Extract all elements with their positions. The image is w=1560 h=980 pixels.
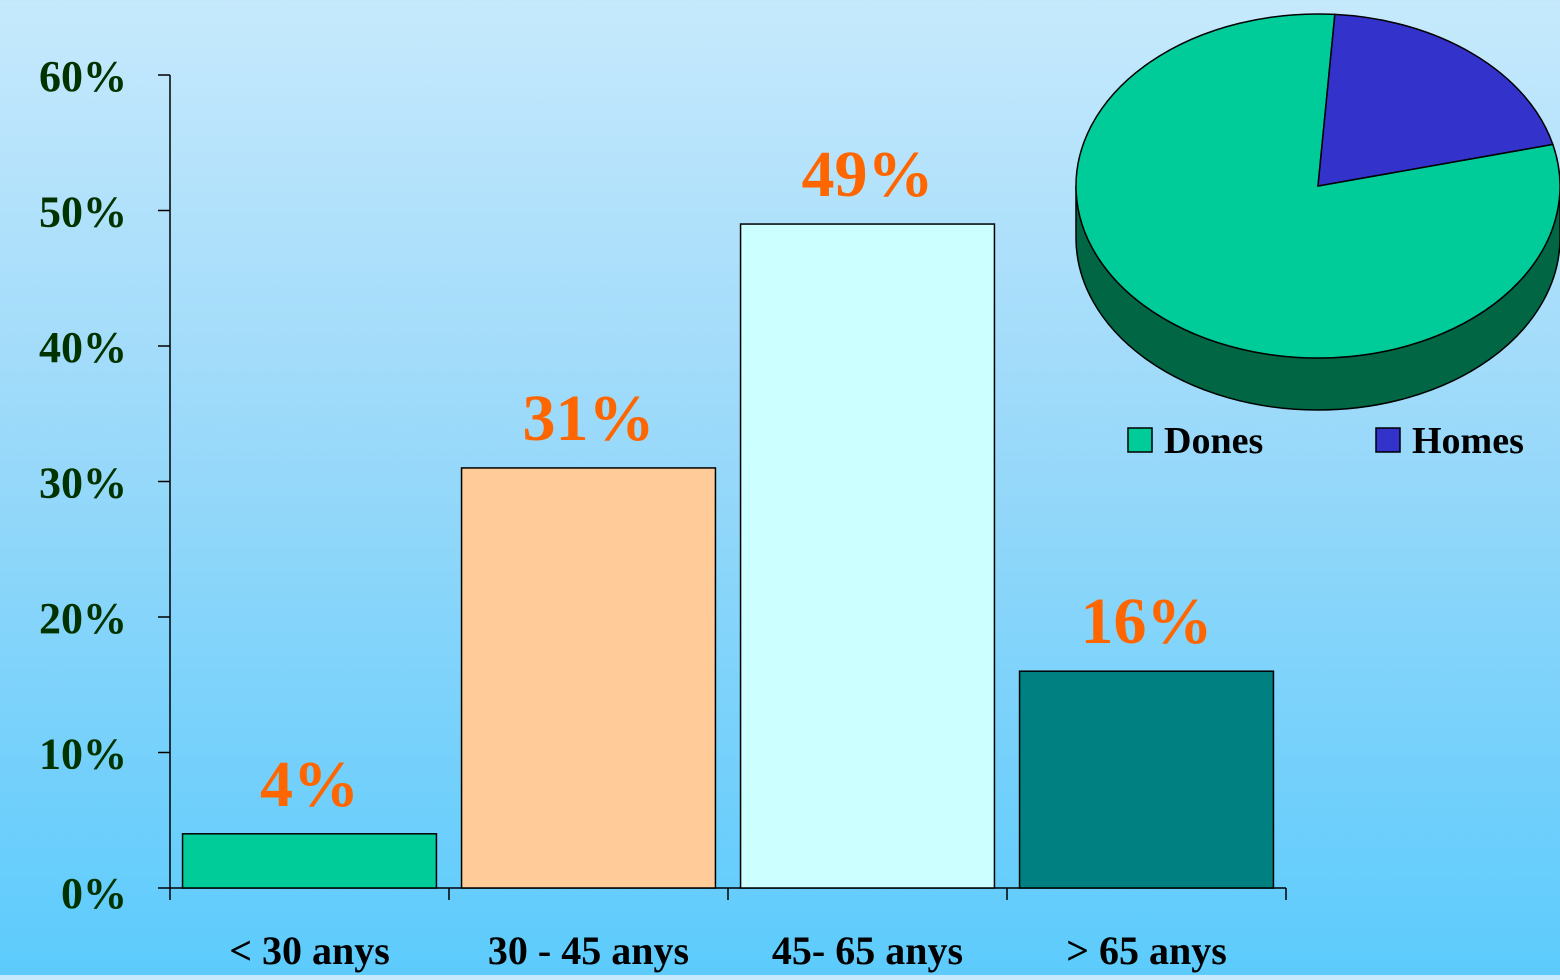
- y-tick-label: 30%: [39, 459, 127, 508]
- y-tick-label: 10%: [39, 730, 127, 779]
- legend-swatch: [1375, 427, 1401, 453]
- bar-data-label: 16%: [1081, 585, 1213, 658]
- y-tick-label: 50%: [39, 188, 127, 237]
- legend-label: Homes: [1412, 420, 1524, 462]
- bar: [460, 467, 717, 889]
- x-tick-label: 30 - 45 anys: [488, 928, 689, 973]
- pie-slice: [1317, 13, 1554, 187]
- y-tick-label: 40%: [39, 323, 127, 372]
- bar: [181, 833, 438, 889]
- x-tick-label: 45- 65 anys: [772, 928, 963, 973]
- bar: [739, 223, 996, 889]
- legend-label: Dones: [1164, 420, 1263, 462]
- bar-data-label: 4%: [260, 748, 359, 821]
- bar: [1018, 670, 1275, 889]
- bar-data-label: 31%: [523, 382, 655, 455]
- x-tick-label: < 30 anys: [229, 928, 390, 973]
- x-tick-label: > 65 anys: [1066, 928, 1227, 973]
- legend-swatch: [1127, 427, 1153, 453]
- y-tick-label: 20%: [39, 594, 127, 643]
- bar-data-label: 49%: [802, 138, 934, 211]
- y-tick-label: 60%: [39, 52, 127, 101]
- y-tick-label: 0%: [61, 869, 127, 918]
